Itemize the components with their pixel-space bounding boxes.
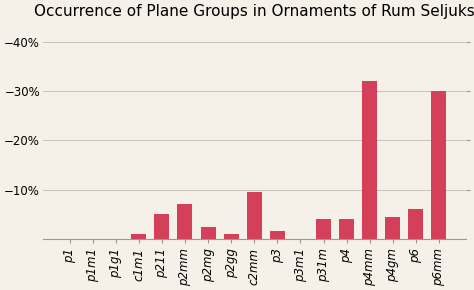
Bar (409, 209, 423, 239)
Bar (155, 214, 169, 239)
Bar (362, 81, 377, 239)
Bar (339, 219, 354, 239)
Bar (177, 204, 192, 239)
Bar (131, 234, 146, 239)
Bar (270, 231, 285, 239)
Bar (385, 217, 400, 239)
Bar (316, 219, 331, 239)
Bar (431, 91, 447, 239)
Title: Occurrence of Plane Groups in Ornaments of Rum Seljuks: Occurrence of Plane Groups in Ornaments … (34, 4, 474, 19)
Bar (224, 234, 239, 239)
Bar (247, 192, 262, 239)
Bar (201, 226, 216, 239)
